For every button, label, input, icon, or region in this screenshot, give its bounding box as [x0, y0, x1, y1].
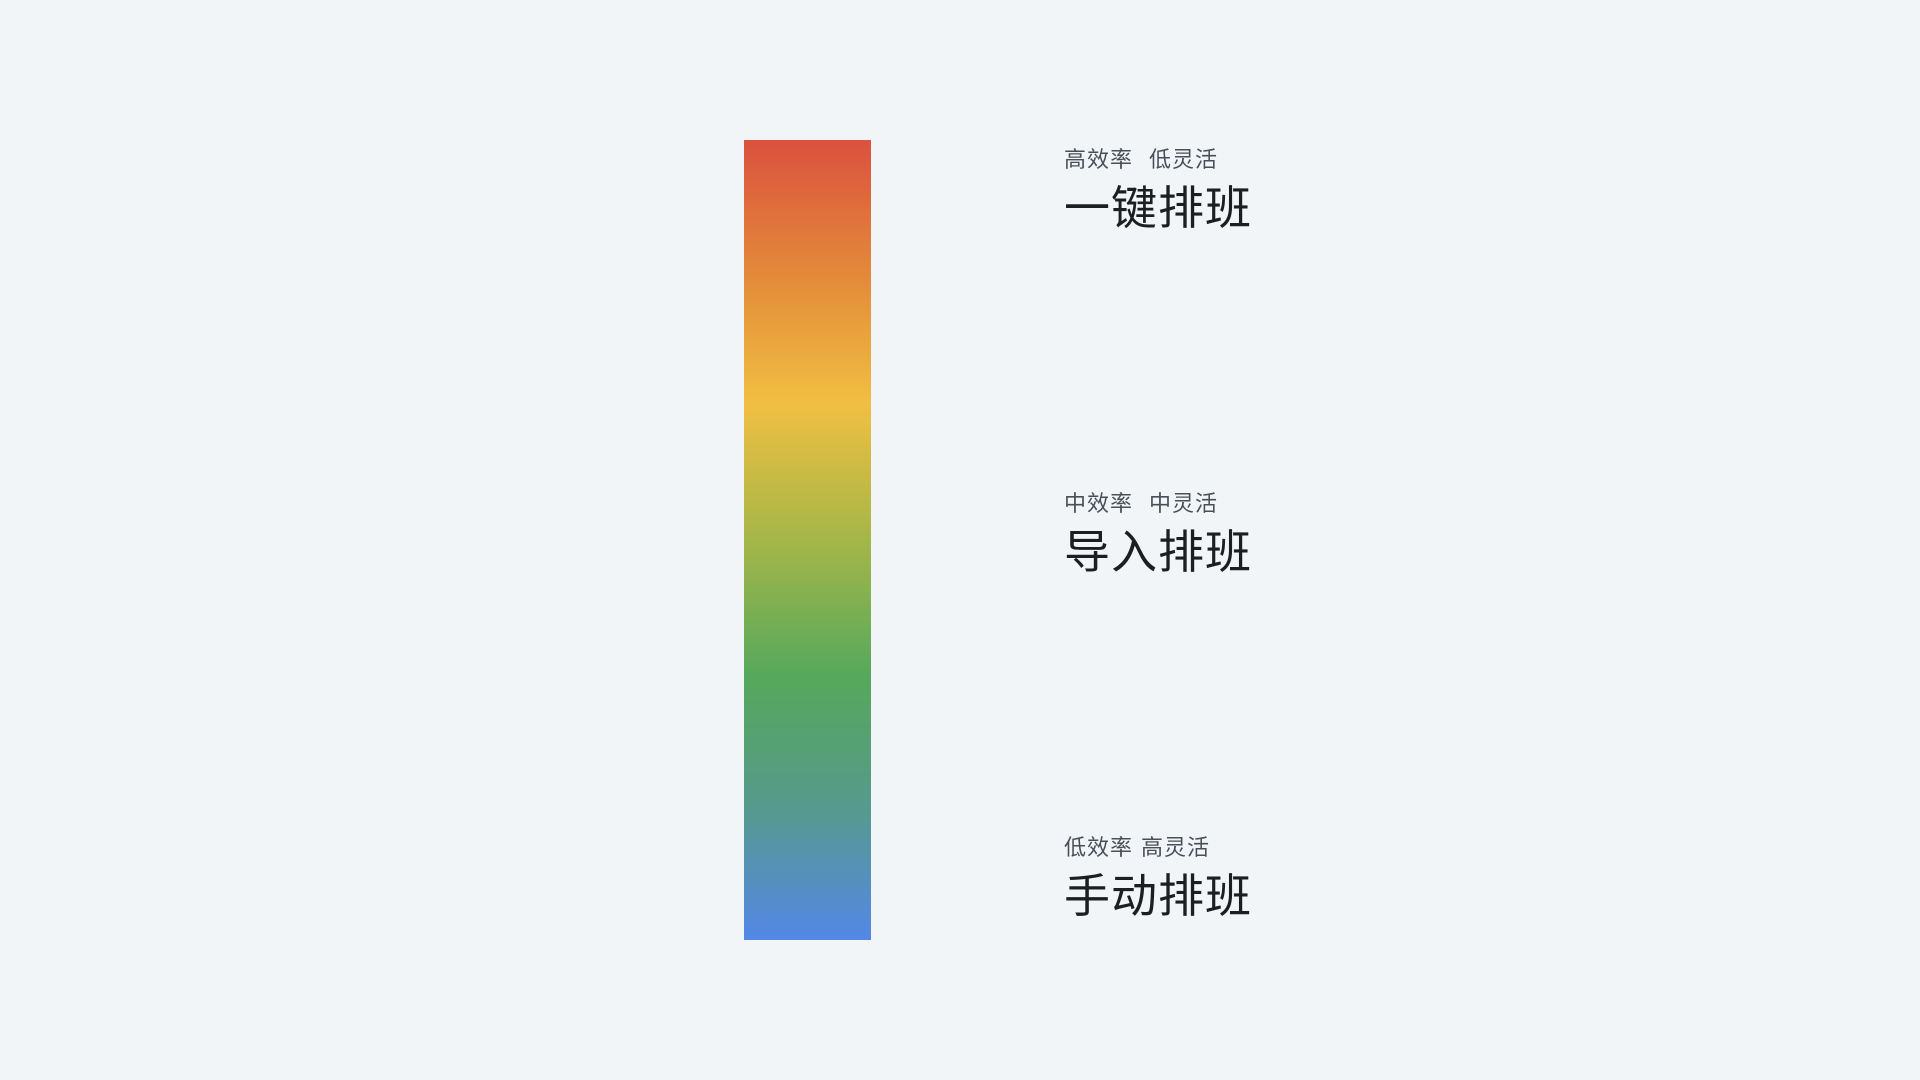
- option-title: 导入排班: [1064, 525, 1252, 579]
- option-manual-schedule: 低效率 高灵活 手动排班: [1064, 836, 1252, 924]
- efficiency-flexibility-gradient-bar: [744, 140, 871, 940]
- option-title: 手动排班: [1064, 869, 1252, 923]
- option-title: 一键排班: [1064, 181, 1252, 235]
- option-one-click-schedule: 高效率 低灵活 一键排班: [1064, 148, 1252, 236]
- option-qualities-label: 低效率 高灵活: [1064, 836, 1210, 861]
- option-qualities-label: 中效率 中灵活: [1064, 492, 1218, 517]
- option-qualities-label: 高效率 低灵活: [1064, 148, 1218, 173]
- option-import-schedule: 中效率 中灵活 导入排班: [1064, 492, 1252, 580]
